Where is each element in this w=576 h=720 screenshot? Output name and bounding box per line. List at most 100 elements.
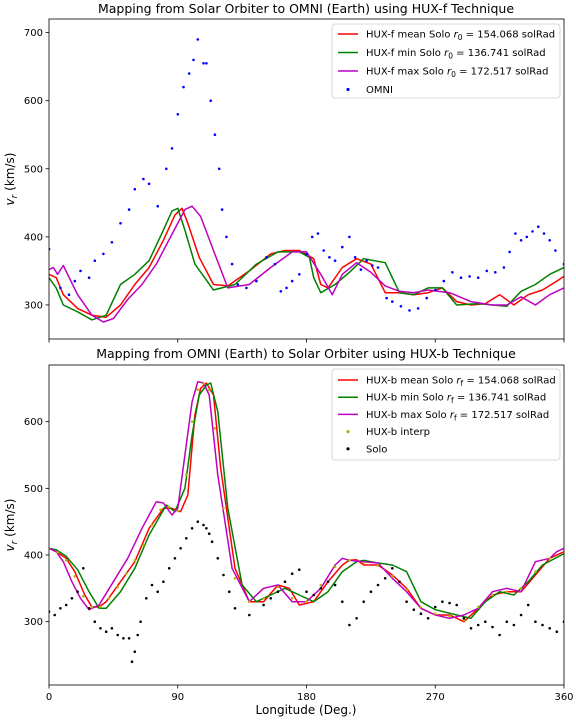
data-point [333,259,337,263]
legend-label: HUX-f min Solo r0 = 136.741 solRad [366,48,546,61]
data-point [348,623,351,627]
y-axis-label-var: v [3,197,17,205]
data-point [207,532,211,535]
data-point [205,527,208,530]
data-point [441,600,444,603]
data-point [110,241,114,244]
data-point [70,597,74,600]
data-point [298,568,301,571]
data-point [220,208,224,211]
data-point [542,232,546,235]
data-point [273,262,277,266]
data-point [365,259,368,263]
data-point [283,580,287,583]
data-point [82,595,85,598]
y-axis-label: vr (km/s) [3,153,20,206]
data-point [362,600,366,603]
data-point [502,266,506,269]
data-point [245,286,248,290]
data-point [534,620,537,623]
data-point [262,597,265,600]
data-point [505,590,509,593]
legend-label: HUX-b min Solo rf = 136.741 solRad [366,393,546,406]
data-point [305,252,308,256]
data-point [359,268,363,271]
data-point [142,177,145,181]
data-point [425,296,429,300]
data-point [290,279,294,283]
data-point [222,507,225,510]
data-point [102,252,105,256]
legend-swatch-marker [346,430,350,434]
y-axis-label-sub: r [10,539,20,544]
data-point [319,583,323,587]
data-point [376,583,380,587]
data-point [333,583,337,587]
data-point [196,38,200,41]
x-tick-label: 360 [554,692,573,703]
series-line-1 [49,207,564,321]
legend-box [331,368,561,461]
data-point [416,307,420,310]
legend-label: Solo [366,444,387,455]
data-point [210,540,214,543]
data-point [73,279,77,283]
data-point [298,273,301,276]
data-point [341,600,344,603]
data-point [462,617,466,620]
data-point [179,547,182,550]
data-point [165,167,168,171]
data-point [419,612,423,615]
data-point [534,570,537,573]
data-point [213,133,217,136]
data-point [122,637,125,640]
data-point [328,255,331,259]
legend: HUX-b mean Solo rf = 154.068 solRad HUX-b… [331,368,561,461]
data-point [167,505,171,509]
data-point [248,600,251,603]
data-point [469,627,473,630]
data-point [385,296,388,300]
data-point [491,625,494,629]
data-point [87,607,91,610]
data-point [316,232,320,235]
data-point [167,567,171,570]
y-tick-label: 400 [24,551,43,562]
data-point [233,577,237,580]
data-point [162,580,165,583]
data-point [222,573,225,577]
data-point [491,593,494,597]
x-tick-label: 0 [46,692,52,703]
data-point [548,239,551,242]
data-point [110,627,114,630]
x-axis-ticks: 0 90 180 270 360 [46,685,574,703]
data-point [305,600,308,603]
data-point [196,388,200,392]
data-point [371,264,374,267]
data-point [484,620,487,623]
data-point [276,590,280,593]
data-point [87,276,91,280]
data-point [285,286,288,290]
x-tick-label: 90 [171,692,184,703]
y-tick-label: 600 [24,417,43,428]
legend-label: HUX-b max Solo rf = 172.517 solRad [366,410,549,423]
data-point [233,607,237,610]
data-point [412,608,416,611]
data-point [391,300,394,303]
plot-area [49,380,564,663]
data-point [405,588,408,591]
data-point [362,561,366,565]
data-point [59,286,62,290]
data-point [434,288,437,292]
data-point [519,613,523,617]
chart-title: Mapping from Solar Orbiter to OMNI (Eart… [98,1,514,16]
y-axis-label-unit: (km/s) [3,499,17,541]
data-point [145,597,148,600]
data-point [348,235,351,239]
legend-swatch-marker [346,447,350,451]
data-point [216,557,220,560]
data-point [451,271,454,274]
